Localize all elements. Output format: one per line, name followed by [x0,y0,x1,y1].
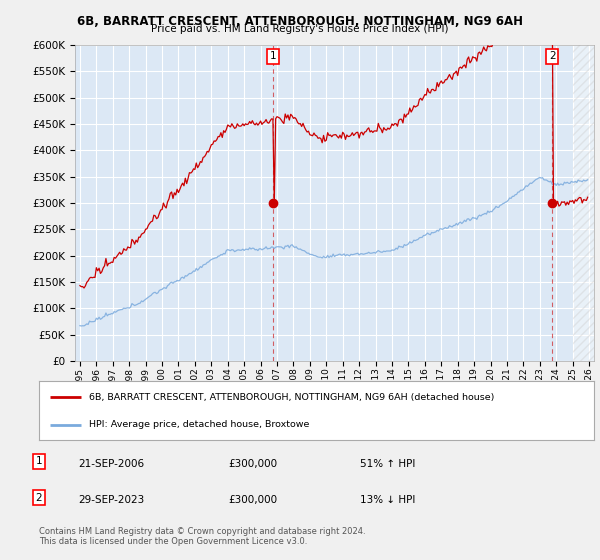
Text: 2: 2 [549,51,556,61]
Text: 6B, BARRATT CRESCENT, ATTENBOROUGH, NOTTINGHAM, NG9 6AH: 6B, BARRATT CRESCENT, ATTENBOROUGH, NOTT… [77,15,523,27]
Text: 51% ↑ HPI: 51% ↑ HPI [360,459,415,469]
Text: 6B, BARRATT CRESCENT, ATTENBOROUGH, NOTTINGHAM, NG9 6AH (detached house): 6B, BARRATT CRESCENT, ATTENBOROUGH, NOTT… [89,393,494,402]
Text: 13% ↓ HPI: 13% ↓ HPI [360,495,415,505]
Text: £300,000: £300,000 [228,495,277,505]
Text: HPI: Average price, detached house, Broxtowe: HPI: Average price, detached house, Brox… [89,421,310,430]
Text: £300,000: £300,000 [228,459,277,469]
Text: 1: 1 [35,456,43,466]
Text: 1: 1 [269,51,276,61]
Text: Price paid vs. HM Land Registry's House Price Index (HPI): Price paid vs. HM Land Registry's House … [151,24,449,34]
Text: Contains HM Land Registry data © Crown copyright and database right 2024.
This d: Contains HM Land Registry data © Crown c… [39,526,365,546]
Text: 2: 2 [35,493,43,503]
Bar [572,45,594,361]
Text: 21-SEP-2006: 21-SEP-2006 [78,459,144,469]
Text: 29-SEP-2023: 29-SEP-2023 [78,495,144,505]
